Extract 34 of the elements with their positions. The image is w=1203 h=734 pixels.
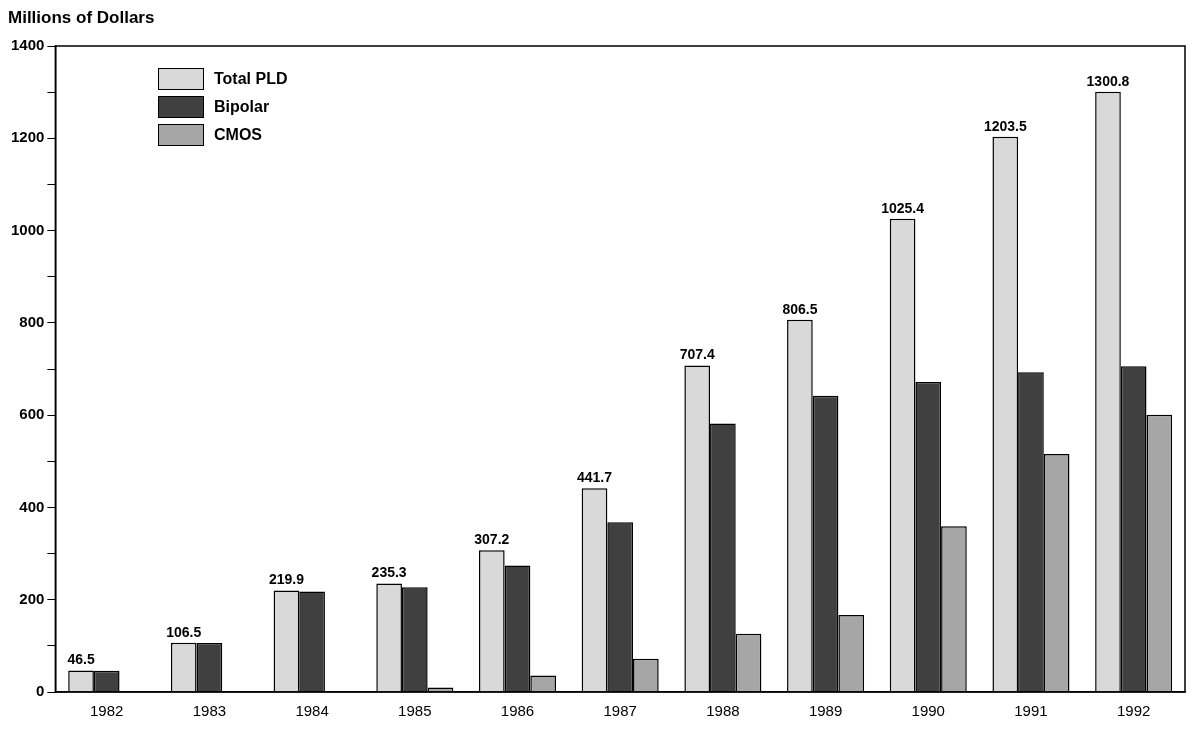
data-label: 46.5	[67, 651, 95, 668]
x-tick-label: 1992	[1116, 702, 1151, 720]
x-tick-label: 1990	[911, 702, 945, 720]
x-tick-label: 1989	[808, 702, 843, 720]
legend-label: Total PLD	[214, 70, 288, 88]
x-tick-label: 1985	[398, 702, 432, 720]
y-tick-label: 200	[19, 589, 45, 607]
legend-label: Bipolar	[214, 98, 270, 116]
data-label: 219.9	[268, 571, 305, 588]
data-label: 106.5	[166, 623, 202, 640]
y-tick-label: 1200	[10, 128, 45, 146]
data-label: 441.7	[576, 469, 613, 486]
x-tick-label: 1987	[603, 702, 637, 720]
data-label: 1025.4	[881, 199, 925, 216]
x-tick-label: 1991	[1014, 702, 1048, 720]
data-label: 1300.8	[1086, 72, 1130, 89]
x-tick-label: 1983	[192, 702, 227, 720]
data-label: 806.5	[782, 300, 818, 317]
data-label: 707.4	[679, 346, 715, 363]
data-label: 1203.5	[983, 117, 1027, 134]
x-tick-label: 1988	[706, 702, 740, 720]
y-tick-label: 800	[19, 313, 45, 330]
y-tick-label: 600	[19, 405, 45, 423]
y-tick-label: 0	[36, 682, 45, 700]
x-tick-label: 1982	[90, 702, 124, 720]
data-label: 307.2	[474, 531, 510, 548]
legend-label: CMOS	[214, 126, 262, 144]
y-tick-label: 1000	[10, 220, 45, 238]
y-tick-label: 1400	[10, 36, 45, 54]
x-tick-label: 1984	[295, 702, 329, 720]
data-label: 235.3	[371, 564, 407, 581]
x-tick-label: 1986	[500, 702, 535, 720]
y-tick-label: 400	[19, 497, 45, 515]
y-axis-title: Millions of Dollars	[8, 8, 155, 28]
